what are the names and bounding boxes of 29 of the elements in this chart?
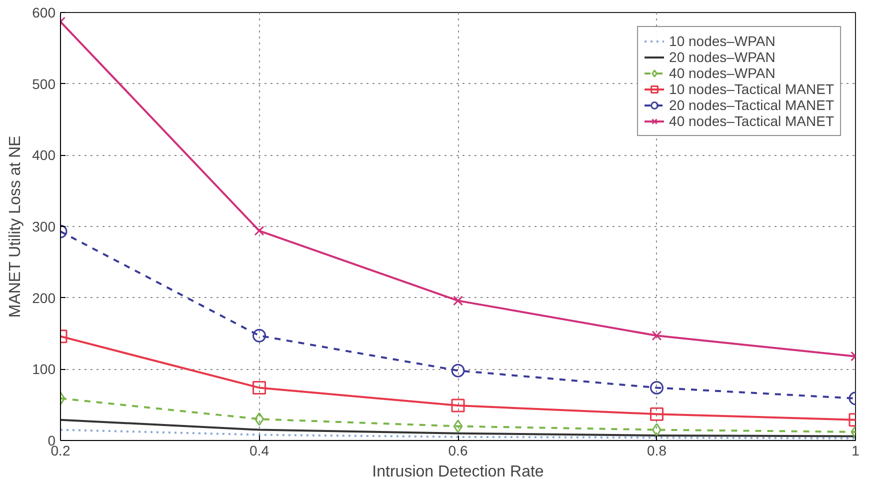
x-tick-label: 0.8	[647, 442, 667, 458]
legend-label: 10 nodes–Tactical MANET	[669, 81, 834, 97]
legend-label: 10 nodes–WPAN	[669, 33, 776, 49]
x-tick-label: 1	[852, 442, 860, 458]
point	[453, 296, 463, 306]
x-tick-label: 0.6	[448, 442, 468, 458]
point	[652, 330, 662, 341]
y-tick-label: 600	[32, 4, 56, 20]
point	[650, 407, 664, 421]
legend-label: 20 nodes–WPAN	[669, 49, 776, 65]
point	[254, 226, 264, 236]
y-tick-label: 400	[32, 147, 56, 164]
point	[252, 328, 266, 342]
y-axis-title: MANET Utility Loss at NE	[7, 136, 24, 318]
point	[650, 380, 664, 394]
x-tick-label: 0.4	[250, 442, 270, 458]
point	[451, 398, 465, 412]
point	[451, 364, 465, 378]
y-tick-label: 300	[32, 218, 56, 234]
legend-label: 20 nodes–Tactical MANET	[669, 97, 834, 113]
y-tick-label: 100	[32, 361, 56, 378]
point	[252, 380, 266, 394]
line-series	[60, 418, 856, 438]
legend-label: 40 nodes–WPAN	[669, 65, 776, 81]
x-axis-title: Intrusion Detection Rate	[372, 464, 544, 480]
y-tick-label: 500	[32, 76, 56, 92]
legend-label: 40 nodes–Tactical MANET	[669, 113, 834, 129]
y-tick-label: 200	[32, 290, 56, 306]
point	[453, 419, 463, 433]
